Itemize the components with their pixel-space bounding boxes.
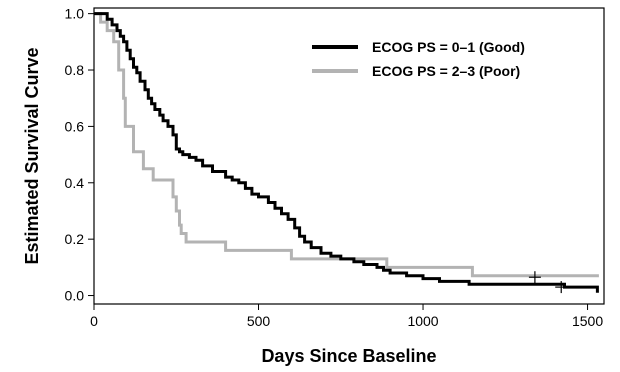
y-tick-label: 0.6 bbox=[65, 118, 85, 134]
x-tick-label: 1500 bbox=[572, 313, 603, 329]
y-tick-label: 1.0 bbox=[65, 6, 85, 22]
legend-label-good: ECOG PS = 0–1 (Good) bbox=[372, 39, 525, 55]
y-axis-title: Estimated Survival Curve bbox=[22, 47, 42, 264]
survival-curves bbox=[94, 14, 597, 293]
series-line-good bbox=[94, 14, 597, 293]
x-tick-label: 0 bbox=[90, 313, 98, 329]
y-tick-label: 0.0 bbox=[65, 288, 85, 304]
x-axis-title: Days Since Baseline bbox=[261, 346, 436, 366]
legend: ECOG PS = 0–1 (Good) ECOG PS = 2–3 (Poor… bbox=[312, 39, 525, 79]
y-tick-label: 0.8 bbox=[65, 62, 85, 78]
y-tick-label: 0.2 bbox=[65, 231, 85, 247]
x-tick-label: 500 bbox=[247, 313, 271, 329]
y-tick-label: 0.4 bbox=[65, 175, 85, 191]
x-tick-label: 1000 bbox=[407, 313, 438, 329]
legend-label-poor: ECOG PS = 2–3 (Poor) bbox=[372, 63, 520, 79]
